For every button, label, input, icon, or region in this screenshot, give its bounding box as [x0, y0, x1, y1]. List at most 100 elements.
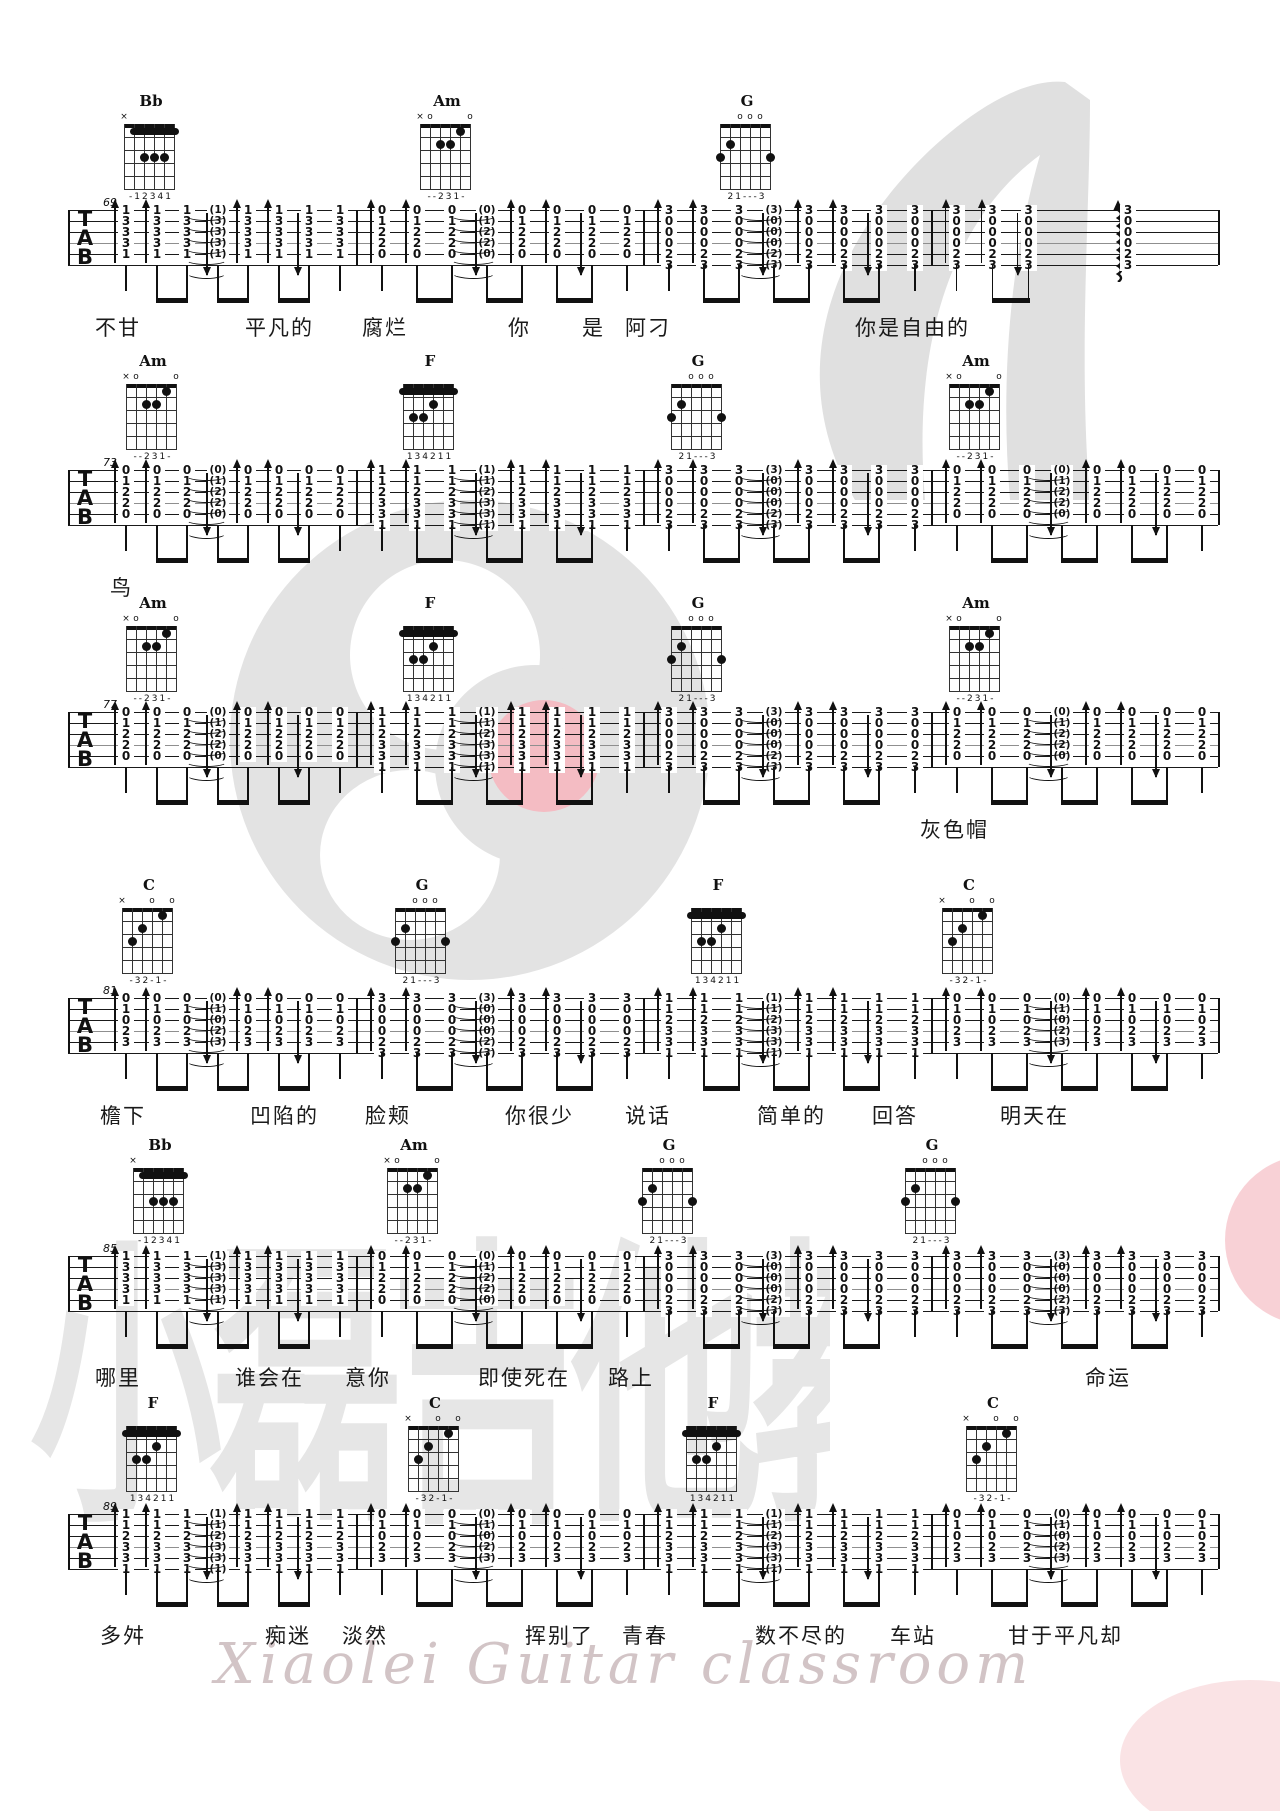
note-stem: [1201, 1053, 1203, 1079]
chord-string-line: [433, 626, 434, 691]
tie-arc: [186, 1021, 227, 1031]
tab-clef-letter: T: [77, 995, 93, 1019]
tab-fret-number: 1: [1194, 475, 1210, 487]
note-stem: [703, 525, 705, 562]
tab-fret-number: 3: [118, 1036, 134, 1048]
note-stem: [668, 525, 670, 551]
chord-string-line: [730, 124, 731, 189]
note-stem: [956, 767, 958, 793]
tab-fret-number: 3: [179, 215, 195, 227]
tab-fret-number: 2: [409, 1036, 425, 1048]
note-stem: [486, 265, 488, 302]
chord-string-line: [430, 124, 431, 189]
tab-fret-number: 0: [409, 1025, 425, 1037]
chord-fret-line: [126, 436, 177, 437]
strum-down-arrowhead: [864, 769, 872, 778]
chord-string-line: [959, 384, 960, 449]
strum-up-arrowhead: [542, 987, 550, 996]
tab-fret-number: 2: [118, 1025, 134, 1037]
tie-arc: [1026, 735, 1071, 745]
tab-fret-number: 3: [271, 1261, 287, 1273]
strum-down-arrowhead: [1152, 1313, 1160, 1322]
chord-fret-line: [387, 1181, 438, 1182]
tab-fret-number: 1: [1159, 1003, 1175, 1015]
chord-fret-line: [124, 163, 175, 164]
tab-fret-number: 1: [240, 475, 256, 487]
chord-finger-dot: [150, 152, 159, 162]
tab-fret-number: 1: [179, 475, 195, 487]
tab-fret-number: 2: [514, 1283, 530, 1295]
tab-fret-number: (0): [763, 238, 785, 249]
tab-fret-number: 3: [731, 1036, 747, 1048]
tie-arc: [186, 1559, 227, 1569]
tab-fret-number: 1: [271, 1508, 287, 1520]
tab-fret-number: 1: [731, 992, 747, 1004]
tab-fret-number: 3: [240, 215, 256, 227]
tab-fret-number: 3: [949, 1036, 965, 1048]
note-stem: [125, 1311, 127, 1337]
tab-clef-letter: A: [76, 728, 94, 752]
tab-fret-number: (3): [763, 707, 785, 718]
tab-fret-number: 1: [179, 1294, 195, 1306]
tab-fret-number: 0: [1159, 706, 1175, 718]
note-stem: [247, 1569, 249, 1606]
tab-fret-number: 2: [661, 1014, 677, 1026]
strum-up-arrowhead: [829, 987, 837, 996]
tab-fret-number: 2: [661, 1530, 677, 1542]
note-stem: [703, 767, 705, 804]
tab-fret-number: 3: [409, 739, 425, 751]
chord-finger-dot: [975, 641, 984, 651]
note-stem: [451, 1053, 453, 1090]
tab-fret-number: 3: [696, 706, 712, 718]
chord-fret-line: [395, 921, 446, 922]
chord-fret-line: [949, 410, 1000, 411]
tab-fret-number: 1: [619, 475, 635, 487]
tab-fret-number: 2: [661, 508, 677, 520]
chord-fret-line: [126, 639, 177, 640]
chord-open-mute-marker: o: [679, 1156, 685, 1166]
chord-string-line: [166, 384, 167, 449]
tab-fret-number: 1: [549, 475, 565, 487]
strum-up-arrow: [980, 1505, 982, 1567]
tab-fret-number: 1: [301, 1519, 317, 1531]
chord-fingering: 134211: [406, 452, 454, 462]
tab-fret-number: 3: [801, 1541, 817, 1553]
lyric-text: 你很少: [505, 1104, 574, 1128]
chord-name: Am: [433, 92, 461, 110]
chord-open-mute-marker: ×: [962, 1414, 970, 1424]
chord-string-line: [470, 124, 471, 189]
lyric-text: 车站: [890, 1624, 936, 1648]
strum-up-arrow: [114, 989, 116, 1051]
tab-fret-number: 3: [374, 992, 390, 1004]
lyric-text: 路上: [608, 1366, 654, 1390]
chord-fret-line: [966, 1478, 1017, 1479]
note-stem: [626, 1569, 628, 1595]
note-stem: [1096, 1053, 1098, 1090]
chord-string-line: [126, 384, 127, 449]
bar-line: [643, 998, 645, 1053]
chord-barre: [682, 1429, 741, 1437]
note-beam: [156, 298, 188, 303]
strum-up-arrow: [832, 1247, 834, 1309]
tie-arc: [186, 255, 227, 265]
tab-fret-number: 0: [1120, 226, 1136, 238]
tab-fret-number: 0: [118, 508, 134, 520]
tab-fret-number: 0: [179, 750, 195, 762]
tab-fret-number: 3: [149, 215, 165, 227]
chord-open-mute-marker: o: [669, 1156, 675, 1166]
note-stem: [914, 265, 916, 291]
tab-fret-number: 2: [584, 1272, 600, 1284]
strum-up-arrow: [657, 703, 659, 765]
strum-up-arrow: [1085, 1247, 1087, 1309]
chord-finger-dot: [409, 412, 418, 422]
lyric-text: 简单的: [757, 1104, 826, 1128]
chord-string-line: [989, 626, 990, 691]
tab-fret-number: 0: [149, 508, 165, 520]
tab-fret-number: 2: [696, 1294, 712, 1306]
note-stem: [556, 1569, 558, 1606]
tab-fret-number: (2): [763, 1531, 785, 1542]
tie-arc: [451, 746, 496, 756]
tab-fret-number: 3: [584, 508, 600, 520]
tie-arc: [186, 713, 227, 723]
tab-fret-number: 0: [696, 215, 712, 227]
